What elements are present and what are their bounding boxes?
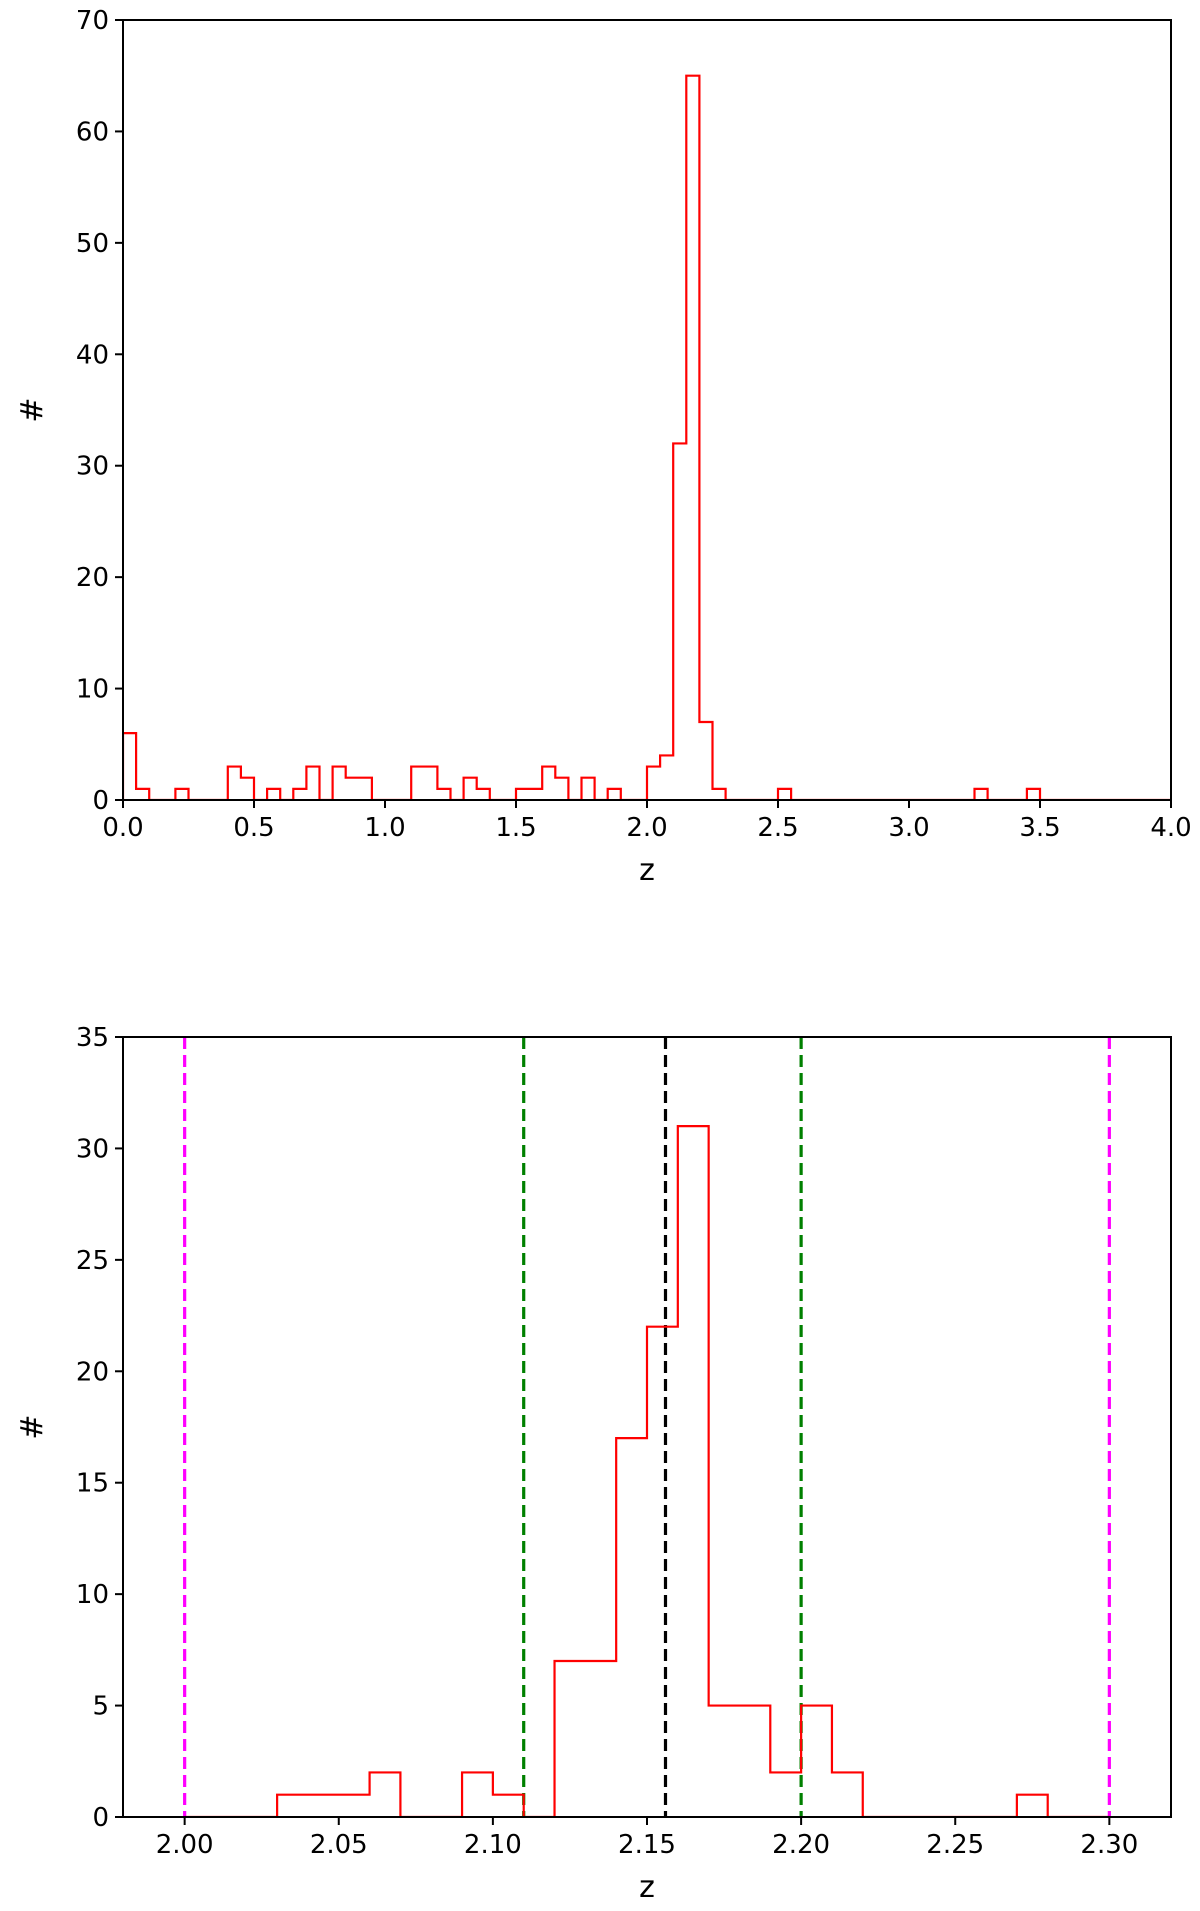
x-tick-label: 0.0 xyxy=(102,813,143,843)
y-tick-label: 20 xyxy=(76,563,109,593)
y-tick-label: 70 xyxy=(76,6,109,36)
x-tick-label: 0.5 xyxy=(233,813,274,843)
plot-content xyxy=(183,1037,1111,1817)
y-tick-label: 40 xyxy=(76,340,109,370)
x-tick-label: 2.30 xyxy=(1080,1830,1138,1860)
y-tick-label: 20 xyxy=(76,1357,109,1387)
top-histogram-panel: 0.0 0.5 1.0 1.5 2.0 2.5 3.0 3.5 4.0 0 10 20 30 40 50 60… xyxy=(15,6,1192,888)
y-axis-label: # xyxy=(15,1414,50,1439)
x-tick-label: 3.5 xyxy=(1019,813,1060,843)
y-tick-label: 0 xyxy=(92,786,109,816)
x-axis-label: z xyxy=(639,853,655,888)
y-tick-label: 5 xyxy=(92,1692,109,1722)
histogram-step-line xyxy=(123,74,1171,800)
x-tick-label: 2.00 xyxy=(156,1830,214,1860)
axes-frame xyxy=(122,19,1172,801)
x-tick-label: 2.25 xyxy=(926,1830,984,1860)
x-tick-label: 3.0 xyxy=(888,813,929,843)
y-tick-label: 30 xyxy=(76,1134,109,1164)
x-tick-label: 1.5 xyxy=(495,813,536,843)
y-tick-label: 0 xyxy=(92,1803,109,1833)
y-axis-label: # xyxy=(15,397,50,422)
y-tick-label: 30 xyxy=(76,452,109,482)
x-tick-label: 4.0 xyxy=(1150,813,1191,843)
x-tick-label: 2.20 xyxy=(772,1830,830,1860)
y-tick-label: 60 xyxy=(76,117,109,147)
y-tick-label: 10 xyxy=(76,675,109,705)
x-tick-label: 2.0 xyxy=(626,813,667,843)
x-tick-label: 2.5 xyxy=(757,813,798,843)
y-tick-label: 25 xyxy=(76,1246,109,1276)
y-tick-label: 35 xyxy=(76,1023,109,1053)
histogram-step-line xyxy=(184,1125,1110,1817)
x-tick-label: 2.10 xyxy=(464,1830,522,1860)
x-axis-label: z xyxy=(639,1870,655,1905)
x-tick-label: 2.05 xyxy=(310,1830,368,1860)
y-tick-label: 50 xyxy=(76,229,109,259)
y-tick-label: 15 xyxy=(76,1469,109,1499)
plot-content xyxy=(123,74,1171,800)
x-tick-label: 1.0 xyxy=(364,813,405,843)
bottom-histogram-panel: 2.00 2.05 2.10 2.15 2.20 2.25 2.30 0 5 10 15 20 25 30… xyxy=(15,1023,1172,1905)
y-tick-label: 10 xyxy=(76,1580,109,1610)
x-tick-label: 2.15 xyxy=(618,1830,676,1860)
